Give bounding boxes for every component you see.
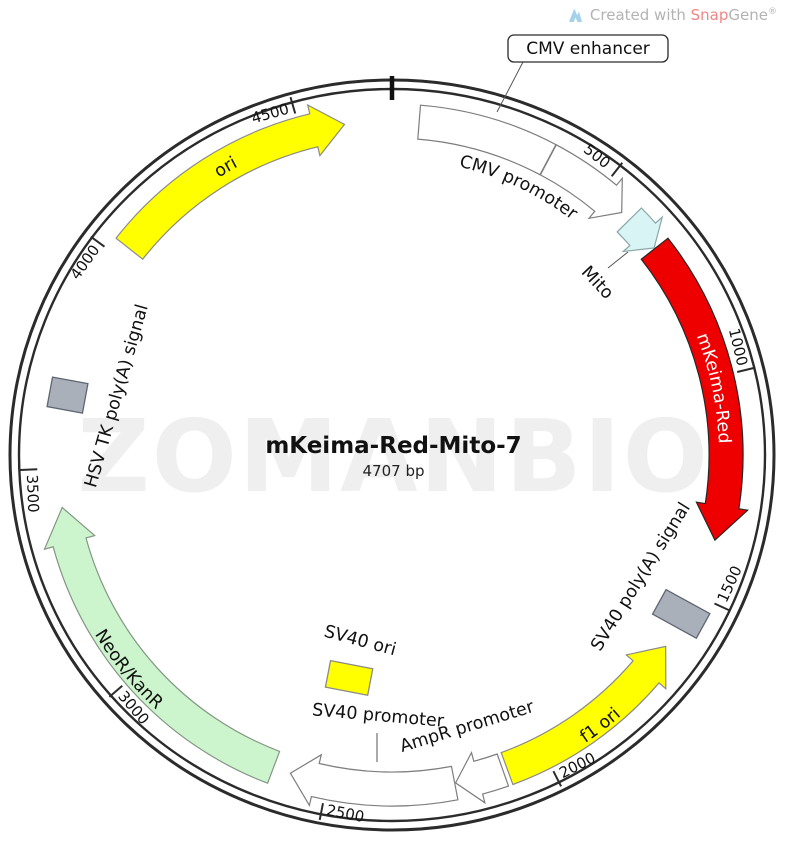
snapgene-logo-icon (568, 8, 582, 22)
registered-mark: ® (768, 7, 777, 17)
plasmid-title-block: mKeima-Red-Mito-7 4707 bp (0, 433, 787, 480)
tick-mark-3000 (108, 685, 123, 698)
cmv-promoter (539, 143, 623, 220)
watermark: ZOMANBIO (77, 398, 710, 515)
sv40-promoter (289, 753, 459, 808)
tick-mark-3500 (20, 468, 38, 471)
mito-label: Mito (577, 262, 617, 303)
ampr-promoter (454, 750, 510, 805)
f1-ori (500, 645, 667, 786)
sv40-polya-label: SV40 poly(A) signal (587, 499, 695, 655)
mito (616, 207, 664, 253)
cmv-enhancer-label-box (507, 34, 669, 63)
cmv-enhancer-label: CMV enhancer (526, 39, 650, 59)
mkeima-red (640, 237, 750, 542)
sv40-polya-box (651, 588, 711, 640)
neor-kanr (43, 506, 281, 784)
tick-label-3500: 3500 (23, 474, 43, 513)
snapgene-credit: Created with SnapGene® (567, 6, 777, 24)
tick-mark-1000 (736, 367, 754, 373)
sv40-promoter-label: SV40 promoter (311, 700, 445, 732)
tick-mark-500 (610, 162, 624, 177)
tick-mark-2000 (552, 770, 562, 787)
sv40-ori-label: SV40 ori (322, 622, 398, 660)
brand-snap: Snap (690, 6, 729, 24)
tick-mark-4000 (90, 235, 106, 248)
ori (115, 103, 346, 261)
sv40-ori-box (324, 659, 374, 696)
credit-text: Created with (589, 6, 691, 24)
tick-mark-2500 (318, 803, 324, 821)
plasmid-name: mKeima-Red-Mito-7 (265, 433, 522, 459)
brand-gene: Gene (728, 6, 768, 24)
tick-mark-1500 (714, 602, 731, 612)
plasmid-length: 4707 bp (362, 462, 425, 480)
mito-leader (607, 251, 629, 269)
cmv-enhancer-leader (496, 61, 524, 113)
tick-mark-4500 (289, 96, 297, 114)
hsvtk-polya-box (46, 376, 89, 414)
